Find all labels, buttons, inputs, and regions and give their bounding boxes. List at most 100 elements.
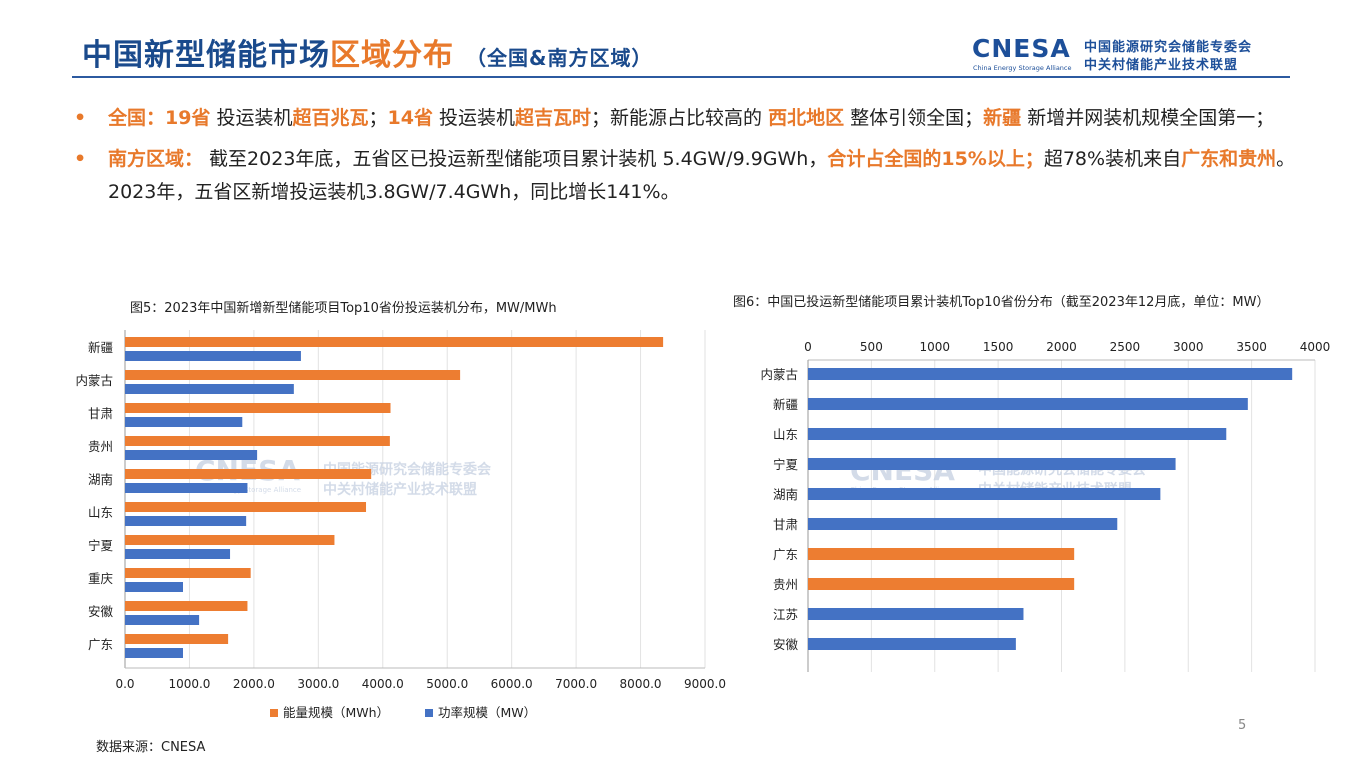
chart1-bar-energy bbox=[125, 634, 229, 644]
logo-cn-line2: 中关村储能产业技术联盟 bbox=[1084, 58, 1239, 73]
text-segment: 西北地区 bbox=[768, 107, 845, 129]
chart1-category-label: 山东 bbox=[88, 505, 113, 520]
chart2-x-tick-label: 2500 bbox=[1110, 340, 1141, 354]
text-segment: 合计占全国的15%以上； bbox=[827, 148, 1044, 170]
chart1-title: 图5：2023年中国新增新型储能项目Top10省份投运装机分布，MW/MWh bbox=[130, 301, 557, 316]
chart2-category-label: 江苏 bbox=[773, 607, 798, 622]
text-segment: 整体引领全国； bbox=[844, 107, 984, 129]
chart1-category-label: 广东 bbox=[88, 637, 113, 652]
chart2-category-label: 湖南 bbox=[773, 487, 798, 502]
chart1-category-label: 内蒙古 bbox=[75, 373, 113, 388]
chart1-legend-label: 能量规模（MWh） bbox=[283, 705, 389, 720]
chart1-legend-swatch bbox=[270, 709, 278, 717]
chart2-x-tick-label: 0 bbox=[804, 340, 812, 354]
chart1-x-tick-label: 7000.0 bbox=[555, 677, 597, 691]
chart1-bar-energy bbox=[125, 370, 461, 380]
chart1-x-tick-label: 1000.0 bbox=[168, 677, 210, 691]
chart1-x-tick-label: 5000.0 bbox=[426, 677, 468, 691]
chart1-category-label: 湖南 bbox=[88, 472, 113, 487]
bullet-national: • 全国：19省 投运装机超百兆瓦；14省 投运装机超吉瓦时；新能源占比较高的 … bbox=[72, 102, 1322, 135]
text-segment: 超百兆瓦 bbox=[292, 107, 369, 129]
chart1-bar-power bbox=[125, 582, 183, 592]
text-segment: ； bbox=[368, 107, 388, 129]
chart1-bar-energy bbox=[125, 469, 372, 479]
text-segment: 14省 bbox=[387, 107, 433, 129]
text-segment: 。2023年，五省区新增投运装机3.8GW/7.4GWh，同比增长141%。 bbox=[108, 148, 1296, 203]
chart1-x-tick-label: 8000.0 bbox=[620, 677, 662, 691]
chart2-bar bbox=[808, 488, 1161, 500]
chart1-bar-power bbox=[125, 549, 231, 559]
chart1-bar-power bbox=[125, 516, 247, 526]
chart2-category-label: 新疆 bbox=[773, 397, 798, 412]
chart1-x-tick-label: 0.0 bbox=[115, 677, 134, 691]
chart1-bar-energy bbox=[125, 535, 335, 545]
chart2-x-tick-label: 3500 bbox=[1236, 340, 1267, 354]
chart1-bar-energy bbox=[125, 436, 390, 446]
chart1-x-tick-label: 3000.0 bbox=[297, 677, 339, 691]
chart1-svg: 0.0 1000.0 2000.0 3000.0 4000.0 5000.0 6000.0 7… bbox=[75, 330, 726, 720]
data-source: 数据来源：CNESA bbox=[96, 740, 206, 755]
text-segment: 投运装机 bbox=[432, 107, 516, 129]
chart1-watermark-cn2: 中关村储能产业技术联盟 bbox=[323, 481, 477, 498]
text-segment: 广东和贵州 bbox=[1181, 148, 1277, 170]
chart2-category-label: 贵州 bbox=[773, 577, 798, 592]
chart2-bar bbox=[808, 368, 1293, 380]
chart1-bar-energy bbox=[125, 403, 391, 413]
chart1-bar-power bbox=[125, 351, 301, 361]
chart2-category-label: 宁夏 bbox=[773, 457, 799, 472]
page-number: 5 bbox=[1238, 718, 1247, 733]
text-segment: 新增并网装机规模全国第一； bbox=[1021, 107, 1275, 129]
chart1-bar-power bbox=[125, 483, 248, 493]
text-segment: 截至2023年底，五省区已投运新型储能项目累计装机 5.4GW/9.9GWh， bbox=[203, 148, 828, 170]
chart2-svg: 05001000150020002500300035004000CNESA中国能… bbox=[760, 340, 1330, 672]
chart1-bar-power bbox=[125, 450, 258, 460]
text-segment: 南方区域： bbox=[108, 148, 204, 170]
text-segment: 超78%装机来自 bbox=[1043, 148, 1182, 170]
bullet-dot: • bbox=[74, 107, 87, 129]
chart2-category-label: 内蒙古 bbox=[760, 367, 798, 382]
text-segment: 超吉瓦时 bbox=[515, 107, 592, 129]
text-segment: 全国：19省 bbox=[108, 107, 211, 129]
page-title: 中国新型储能市场区域分布 （全国&南方区域） bbox=[82, 30, 652, 74]
text-segment: 新疆 bbox=[983, 107, 1022, 129]
header-divider bbox=[72, 76, 1290, 78]
chart2-bar bbox=[808, 638, 1016, 650]
bullet-south: • 南方区域： 截至2023年底，五省区已投运新型储能项目累计装机 5.4GW/… bbox=[72, 143, 1322, 209]
chart2-bar bbox=[808, 578, 1075, 590]
text-segment: ；新能源占比较高的 bbox=[591, 107, 769, 129]
chart2-bar bbox=[808, 458, 1176, 470]
bullet-dot: • bbox=[74, 148, 87, 170]
chart2-category-label: 安徽 bbox=[773, 637, 799, 652]
chart1-legend-label: 功率规模（MW） bbox=[438, 705, 536, 720]
chart1-x-tick-label: 6000.0 bbox=[491, 677, 533, 691]
chart2-category-label: 山东 bbox=[773, 427, 798, 442]
chart1-category-label: 宁夏 bbox=[88, 538, 114, 553]
cnesa-logo: CNESA China Energy Storage Alliance 中国能源… bbox=[972, 34, 1292, 74]
chart1-category-label: 新疆 bbox=[88, 340, 113, 355]
chart1-bar-energy bbox=[125, 337, 664, 347]
chart1-category-label: 重庆 bbox=[88, 571, 114, 586]
chart2-bar bbox=[808, 608, 1024, 620]
chart1-legend-swatch bbox=[425, 709, 433, 717]
logo-word: CNESA bbox=[972, 34, 1071, 63]
chart2-x-tick-label: 1000 bbox=[919, 340, 950, 354]
chart1-bar-power bbox=[125, 384, 294, 394]
chart1-bar-energy bbox=[125, 601, 248, 611]
chart2-category-label: 甘肃 bbox=[773, 517, 798, 532]
chart1-bar-energy bbox=[125, 502, 367, 512]
chart2-x-tick-label: 500 bbox=[860, 340, 883, 354]
chart1-bar-power bbox=[125, 417, 243, 427]
chart2-bar bbox=[808, 518, 1118, 530]
chart2-x-tick-label: 1500 bbox=[983, 340, 1014, 354]
chart2-bar bbox=[808, 548, 1075, 560]
chart2-title: 图6：中国已投运新型储能项目累计装机Top10省份分布（截至2023年12月底，… bbox=[733, 295, 1270, 310]
title-part2: 区域分布 bbox=[330, 38, 454, 73]
chart1-category-label: 安徽 bbox=[88, 604, 114, 619]
title-sub: （全国&南方区域） bbox=[466, 46, 653, 70]
chart2-x-tick-label: 3000 bbox=[1173, 340, 1204, 354]
chart2-x-tick-label: 2000 bbox=[1046, 340, 1077, 354]
logo-tagline: China Energy Storage Alliance bbox=[973, 64, 1072, 72]
chart1-x-tick-label: 4000.0 bbox=[362, 677, 404, 691]
chart2-category-label: 广东 bbox=[773, 547, 798, 562]
text-segment: 投运装机 bbox=[210, 107, 293, 129]
